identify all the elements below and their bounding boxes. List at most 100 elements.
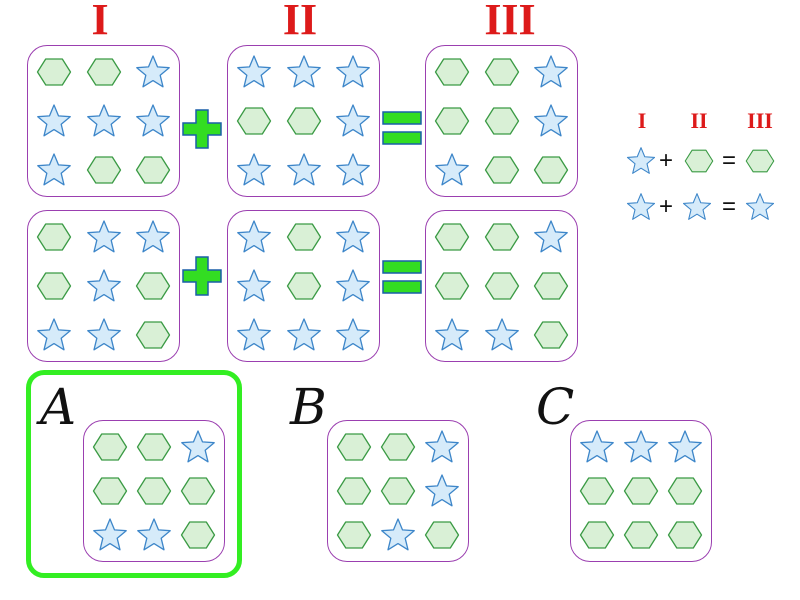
hexagon-icon: [579, 473, 615, 509]
star-icon: [236, 268, 272, 304]
star-icon: [236, 317, 272, 353]
key-rule-1-output: [745, 146, 775, 176]
hexagon-icon: [286, 219, 322, 255]
hexagon-icon: [135, 317, 171, 353]
equation-2-operand-2: [227, 210, 380, 362]
hexagon-icon: [135, 268, 171, 304]
hexagon-icon: [92, 429, 128, 465]
hexagon-icon: [380, 473, 416, 509]
star-icon: [86, 219, 122, 255]
hexagon-icon: [484, 152, 520, 188]
hexagon-icon: [533, 268, 569, 304]
key-header-2: II: [690, 108, 708, 133]
hexagon-icon: [434, 54, 470, 90]
star-icon: [286, 54, 322, 90]
hexagon-icon: [424, 517, 460, 553]
equation-1-result: [425, 45, 578, 197]
star-icon: [135, 219, 171, 255]
hexagon-icon: [286, 103, 322, 139]
equation-1-operand-1: [27, 45, 180, 197]
key-rule-2-equals: =: [722, 193, 737, 220]
star-icon: [335, 268, 371, 304]
star-icon: [335, 219, 371, 255]
hexagon-icon: [579, 517, 615, 553]
hexagon-icon: [136, 473, 172, 509]
option-a-grid[interactable]: [83, 420, 225, 562]
star-icon: [579, 429, 615, 465]
hexagon-icon: [336, 429, 372, 465]
star-icon: [36, 152, 72, 188]
key-rule-1-input-2: [684, 146, 714, 176]
hexagon-icon: [86, 54, 122, 90]
star-icon: [533, 54, 569, 90]
option-c-letter[interactable]: C: [536, 378, 575, 436]
star-icon: [533, 219, 569, 255]
hexagon-icon: [484, 268, 520, 304]
hexagon-icon: [623, 517, 659, 553]
plus-sign-2: [182, 256, 222, 296]
star-icon: [335, 103, 371, 139]
key-rule-1-plus: +: [659, 147, 674, 174]
star-icon: [434, 152, 470, 188]
option-a-selection-frame[interactable]: [26, 370, 242, 578]
hexagon-icon: [236, 103, 272, 139]
key-rule-2-input-2: [682, 192, 712, 222]
star-icon: [236, 54, 272, 90]
column-label-1: I: [91, 0, 109, 44]
option-c-grid[interactable]: [570, 420, 712, 562]
key-rule-2-input-1: [626, 192, 656, 222]
hexagon-icon: [484, 219, 520, 255]
hexagon-icon: [36, 268, 72, 304]
option-b-letter[interactable]: B: [290, 378, 327, 436]
star-icon: [380, 517, 416, 553]
star-icon: [286, 152, 322, 188]
equals-sign-2: [382, 260, 422, 294]
hexagon-icon: [286, 268, 322, 304]
star-icon: [424, 473, 460, 509]
hexagon-icon: [336, 473, 372, 509]
plus-sign-1: [182, 109, 222, 149]
star-icon: [236, 152, 272, 188]
star-icon: [667, 429, 703, 465]
star-icon: [86, 103, 122, 139]
key-header-3: III: [747, 108, 773, 133]
column-label-3: III: [484, 0, 536, 44]
star-icon: [533, 103, 569, 139]
star-icon: [335, 54, 371, 90]
star-icon: [86, 317, 122, 353]
key-rule-2-plus: +: [659, 193, 674, 220]
hexagon-icon: [623, 473, 659, 509]
key-rule-1-equals: =: [722, 147, 737, 174]
equation-2-operand-1: [27, 210, 180, 362]
hexagon-icon: [667, 473, 703, 509]
column-label-2: II: [282, 0, 318, 44]
hexagon-icon: [667, 517, 703, 553]
hexagon-icon: [36, 54, 72, 90]
hexagon-icon: [434, 219, 470, 255]
star-icon: [623, 429, 659, 465]
option-b-grid[interactable]: [327, 420, 469, 562]
hexagon-icon: [380, 429, 416, 465]
star-icon: [180, 429, 216, 465]
hexagon-icon: [336, 517, 372, 553]
option-a-letter[interactable]: A: [40, 378, 77, 436]
hexagon-icon: [180, 473, 216, 509]
star-icon: [335, 152, 371, 188]
star-icon: [484, 317, 520, 353]
star-icon: [136, 517, 172, 553]
hexagon-icon: [86, 152, 122, 188]
hexagon-icon: [484, 54, 520, 90]
hexagon-icon: [135, 152, 171, 188]
star-icon: [286, 317, 322, 353]
hexagon-icon: [92, 473, 128, 509]
key-rule-1-input-1: [626, 146, 656, 176]
equation-2-result: [425, 210, 578, 362]
hexagon-icon: [434, 103, 470, 139]
equation-1-operand-2: [227, 45, 380, 197]
hexagon-icon: [434, 268, 470, 304]
star-icon: [92, 517, 128, 553]
star-icon: [335, 317, 371, 353]
star-icon: [86, 268, 122, 304]
equals-sign-1: [382, 111, 422, 145]
star-icon: [135, 103, 171, 139]
